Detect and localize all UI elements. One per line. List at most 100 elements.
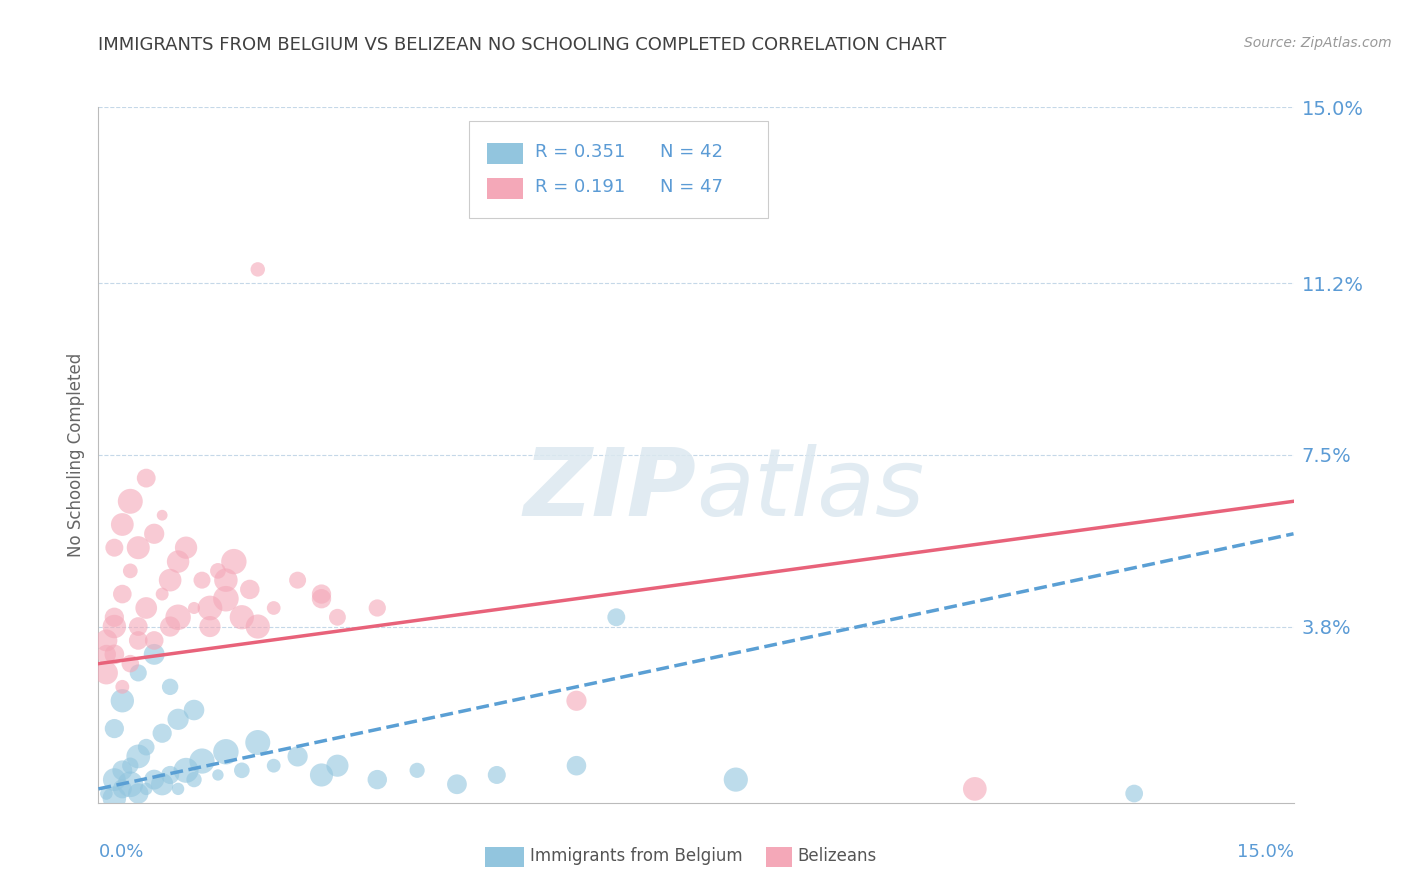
Point [150, 587, 173, 601]
Point [167, 712, 190, 726]
Point [183, 772, 205, 787]
Point [143, 633, 166, 648]
Point [239, 582, 262, 597]
Point [135, 740, 157, 755]
Point [135, 601, 157, 615]
Point [246, 262, 269, 277]
Point [120, 777, 142, 791]
Point [366, 601, 388, 615]
Point [103, 541, 125, 555]
Point [222, 555, 245, 569]
Point [127, 787, 149, 801]
Point [311, 587, 333, 601]
Point [565, 758, 588, 772]
Point [263, 758, 285, 772]
Point [150, 777, 173, 791]
FancyBboxPatch shape [486, 178, 523, 199]
Point [103, 648, 125, 662]
Point [183, 601, 205, 615]
Point [159, 619, 181, 633]
Point [111, 781, 134, 796]
Point [103, 610, 125, 624]
Text: 15.0%: 15.0% [1236, 843, 1294, 861]
Point [143, 648, 166, 662]
Point [96, 787, 118, 801]
Point [207, 768, 229, 782]
Point [231, 764, 253, 778]
Point [326, 758, 349, 772]
Point [159, 680, 181, 694]
Point [135, 781, 157, 796]
Point [191, 754, 214, 768]
Point [120, 758, 142, 772]
Point [207, 564, 229, 578]
Point [246, 619, 269, 633]
Point [198, 619, 221, 633]
Text: N = 47: N = 47 [661, 178, 723, 196]
Point [1123, 787, 1146, 801]
Point [96, 648, 118, 662]
Text: 0.0%: 0.0% [98, 843, 143, 861]
Point [150, 508, 173, 523]
Point [103, 722, 125, 736]
Point [231, 610, 253, 624]
Point [174, 541, 197, 555]
Point [263, 601, 285, 615]
Point [120, 657, 142, 671]
Text: Belizeans: Belizeans [797, 847, 876, 865]
Point [143, 772, 166, 787]
Point [143, 526, 166, 541]
Point [215, 573, 238, 587]
Point [191, 573, 214, 587]
Text: IMMIGRANTS FROM BELGIUM VS BELIZEAN NO SCHOOLING COMPLETED CORRELATION CHART: IMMIGRANTS FROM BELGIUM VS BELIZEAN NO S… [98, 36, 946, 54]
Text: R = 0.351: R = 0.351 [534, 144, 626, 161]
Text: N = 42: N = 42 [661, 144, 723, 161]
Point [565, 694, 588, 708]
Point [103, 619, 125, 633]
Point [159, 573, 181, 587]
Point [127, 665, 149, 680]
FancyBboxPatch shape [486, 144, 523, 164]
Y-axis label: No Schooling Completed: No Schooling Completed [66, 353, 84, 557]
Point [120, 494, 142, 508]
Point [96, 665, 118, 680]
Point [246, 735, 269, 749]
Point [127, 619, 149, 633]
Point [485, 768, 508, 782]
Point [120, 564, 142, 578]
FancyBboxPatch shape [470, 121, 768, 219]
Point [150, 726, 173, 740]
Point [287, 749, 309, 764]
Point [183, 703, 205, 717]
Point [111, 517, 134, 532]
Point [963, 781, 986, 796]
Point [215, 591, 238, 606]
Point [103, 772, 125, 787]
Point [287, 573, 309, 587]
Point [96, 633, 118, 648]
Point [127, 749, 149, 764]
Point [724, 772, 747, 787]
Point [406, 764, 429, 778]
Point [111, 764, 134, 778]
Point [167, 610, 190, 624]
Point [605, 610, 627, 624]
Point [111, 587, 134, 601]
Point [311, 591, 333, 606]
Point [215, 745, 238, 759]
Point [198, 601, 221, 615]
Point [159, 768, 181, 782]
Point [127, 633, 149, 648]
Point [135, 471, 157, 485]
Text: R = 0.191: R = 0.191 [534, 178, 624, 196]
Point [366, 772, 388, 787]
Point [311, 768, 333, 782]
Point [111, 680, 134, 694]
Text: atlas: atlas [696, 444, 924, 535]
Text: Immigrants from Belgium: Immigrants from Belgium [530, 847, 742, 865]
Point [167, 555, 190, 569]
Point [111, 694, 134, 708]
Text: ZIP: ZIP [523, 443, 696, 536]
Point [174, 764, 197, 778]
Point [167, 781, 190, 796]
